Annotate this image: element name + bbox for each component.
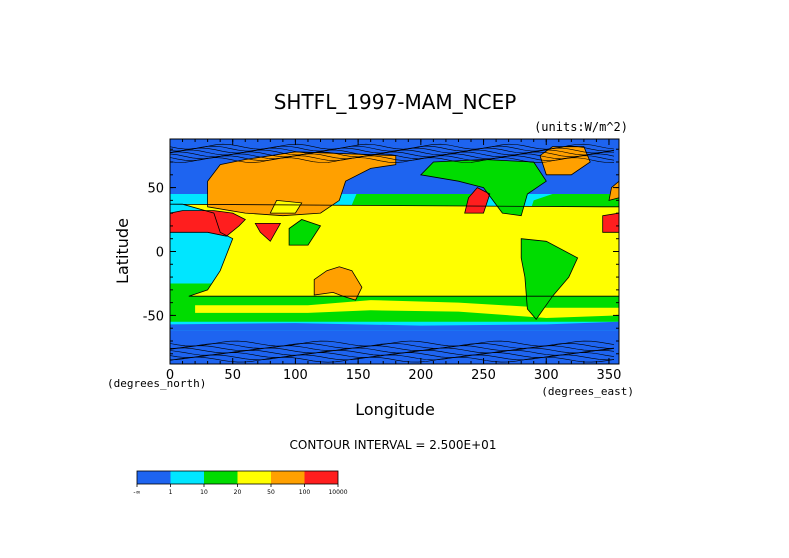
y-unit-note: (degrees_north) (107, 377, 206, 390)
contour-tibet (269, 199, 303, 214)
region-asia (207, 151, 396, 216)
x-tick-label: 0 (166, 368, 174, 383)
region-africa (170, 204, 619, 297)
x-tick-label: 100 (283, 368, 308, 383)
contour-australia (313, 266, 363, 301)
region-arabia-sahara (170, 210, 246, 237)
legend-swatch (137, 471, 171, 484)
contour-antarctic (169, 356, 615, 363)
region-south-blue-band (170, 321, 619, 331)
contour-arctic (169, 155, 615, 162)
x-tick-label: 50 (224, 368, 241, 383)
contour-antarctic (169, 347, 615, 354)
y-axis-ticks: -50 0 50 (143, 148, 619, 355)
contour-lines (169, 143, 620, 363)
region-south-yellow-band (195, 300, 619, 318)
y-tick-label: 0 (156, 246, 164, 261)
units-label: (units:W/m^2) (534, 120, 628, 134)
legend-swatch (170, 471, 204, 484)
region-europe (609, 181, 619, 201)
legend-label: 100 (299, 489, 311, 496)
legend-swatch (271, 471, 305, 484)
x-tick-label: 350 (597, 368, 622, 383)
contour-antarctic (169, 349, 615, 356)
legend-label: 1 (169, 489, 173, 496)
legend-label: 10000 (328, 489, 347, 496)
contour-antarctic (169, 354, 615, 361)
contour-arctic (169, 151, 615, 158)
x-axis-ticks: 0 50 100 150 200 250 300 350 (166, 139, 622, 383)
region-tibet (270, 200, 302, 214)
contour-se-asia (288, 219, 322, 246)
region-s-america (521, 238, 578, 320)
contour-india (254, 222, 282, 242)
x-tick-label: 250 (471, 368, 496, 383)
y-tick-label: -50 (143, 309, 164, 324)
color-legend: -∞ 1 10 20 50 100 10000 (133, 470, 348, 496)
contour-n-america (419, 159, 547, 217)
map-plot (169, 138, 620, 365)
contour-asia (207, 151, 397, 217)
legend-label: 10 (200, 489, 208, 496)
legend-label: 50 (267, 489, 275, 496)
region-n-america-west (464, 187, 490, 214)
contour-arctic (169, 153, 615, 160)
region-se-asia (289, 219, 321, 246)
x-tick-label: 300 (534, 368, 559, 383)
legend-label: 20 (234, 489, 242, 496)
x-unit-note: (degrees_east) (541, 385, 634, 398)
contour-antarctic (170, 342, 615, 349)
contour-arctic (169, 157, 615, 163)
region-india (255, 223, 281, 242)
contour-interval-text: CONTOUR INTERVAL = 2.500E+01 (290, 438, 497, 452)
legend-label: -∞ (133, 489, 140, 496)
region-antarctic-blue (170, 330, 619, 364)
x-tick-label: 200 (408, 368, 433, 383)
y-axis-label: Latitude (113, 218, 132, 284)
legend-swatch (304, 471, 338, 484)
contour-n-america-west (464, 187, 491, 214)
y-tick-label: 50 (147, 182, 164, 197)
contour-arabia-sahara (169, 210, 246, 237)
legend-swatch (237, 471, 271, 484)
region-sahara-west (602, 213, 619, 233)
legend-swatch (204, 471, 238, 484)
contour-arctic (169, 143, 615, 150)
region-australia (314, 266, 362, 301)
x-axis-label: Longitude (355, 400, 435, 419)
chart-title: SHTFL_1997-MAM_NCEP (274, 90, 517, 114)
shaded-regions (170, 139, 619, 364)
x-tick-label: 150 (346, 368, 371, 383)
contour-s-america (520, 238, 579, 320)
